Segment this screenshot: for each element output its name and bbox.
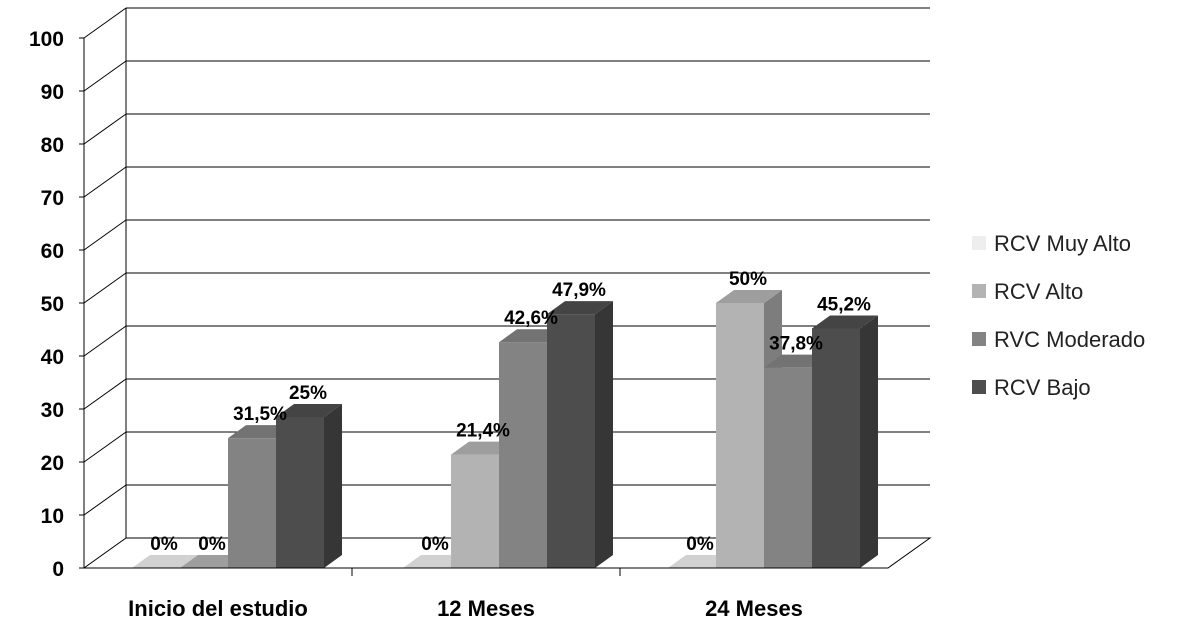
legend-swatch (972, 380, 986, 394)
bar-top (276, 403, 342, 417)
bar-top (132, 555, 198, 568)
y-tick-label: 20 (41, 452, 64, 475)
legend-item: RCV Muy Alto (972, 231, 1131, 256)
bar (132, 555, 198, 568)
bar (547, 301, 613, 568)
data-label: 42,6% (504, 308, 558, 329)
bar-front (499, 342, 547, 568)
bar-side (595, 301, 613, 568)
gridline-side (83, 113, 127, 145)
y-tick-label: 100 (29, 28, 64, 51)
bar-side (860, 315, 878, 568)
bar (812, 315, 878, 568)
data-label: 0% (198, 534, 226, 555)
data-label: 25% (289, 383, 327, 404)
legend-label: RVC Moderado (994, 327, 1145, 352)
y-tick-label: 60 (41, 240, 64, 263)
y-tick-label: 80 (41, 134, 64, 157)
gridline-side (83, 7, 127, 39)
y-tick-label: 90 (41, 81, 64, 104)
y-tick-label: 40 (41, 346, 64, 369)
gridline-side (83, 378, 127, 410)
legend-label: RCV Muy Alto (994, 231, 1131, 256)
legend-item: RVC Moderado (972, 327, 1145, 352)
bar-top (547, 301, 613, 315)
legend-label: RCV Alto (994, 279, 1083, 304)
y-axis-ticks: 0 10 20 30 40 50 60 70 80 90 100 (29, 28, 64, 581)
data-label: 31,5% (233, 404, 287, 425)
bar-top (716, 290, 782, 303)
gridline-side (83, 431, 127, 463)
legend-item: RCV Bajo (972, 375, 1091, 400)
bar-top (812, 315, 878, 329)
gridline-side (83, 219, 127, 251)
y-tick-label: 0 (52, 558, 64, 581)
y-tick-label: 10 (41, 505, 64, 528)
x-category-label: 24 Meses (705, 596, 803, 621)
data-label: 50% (729, 269, 767, 290)
legend-swatch (972, 236, 986, 250)
gridline-side (83, 325, 127, 357)
data-labels: 0% 0% 31,5%25% 0% 21,4% 42,6% 47,9% 0% 50% 37,8% 4… (150, 269, 871, 555)
gridline-side (83, 166, 127, 198)
bar-front (228, 438, 276, 568)
gridline-side (83, 484, 127, 516)
data-label: 21,4% (456, 421, 510, 442)
legend-swatch (972, 284, 986, 298)
bar-front (547, 314, 595, 568)
y-tick-label: 50 (41, 293, 64, 316)
legend-label: RCV Bajo (994, 375, 1091, 400)
bar (276, 403, 342, 568)
bar-front (451, 454, 499, 568)
data-label: 0% (686, 534, 714, 555)
x-axis-categories: Inicio del estudio 12 Meses 24 Meses (84, 567, 888, 621)
x-category-label: 12 Meses (437, 596, 535, 621)
bars (132, 290, 878, 568)
y-tick-label: 30 (41, 399, 64, 422)
bar-front (812, 328, 860, 568)
bar-front (276, 416, 324, 568)
gridline-side (83, 272, 127, 304)
gridline-side (83, 60, 127, 92)
data-label: 0% (421, 534, 449, 555)
bar-front (716, 303, 764, 568)
y-tick-label: 70 (41, 187, 64, 210)
legend-swatch (972, 332, 986, 346)
bar-front (764, 367, 812, 568)
data-label: 0% (150, 534, 178, 555)
data-label: 45,2% (817, 294, 871, 315)
x-category-label: Inicio del estudio (128, 596, 308, 621)
legend: RCV Muy Alto RCV Alto RVC Moderado RCV Bajo (972, 231, 1145, 400)
data-label: 47,9% (552, 280, 606, 301)
legend-item: RCV Alto (972, 279, 1083, 304)
data-label: 37,8% (769, 334, 823, 355)
bar-side (324, 403, 342, 568)
